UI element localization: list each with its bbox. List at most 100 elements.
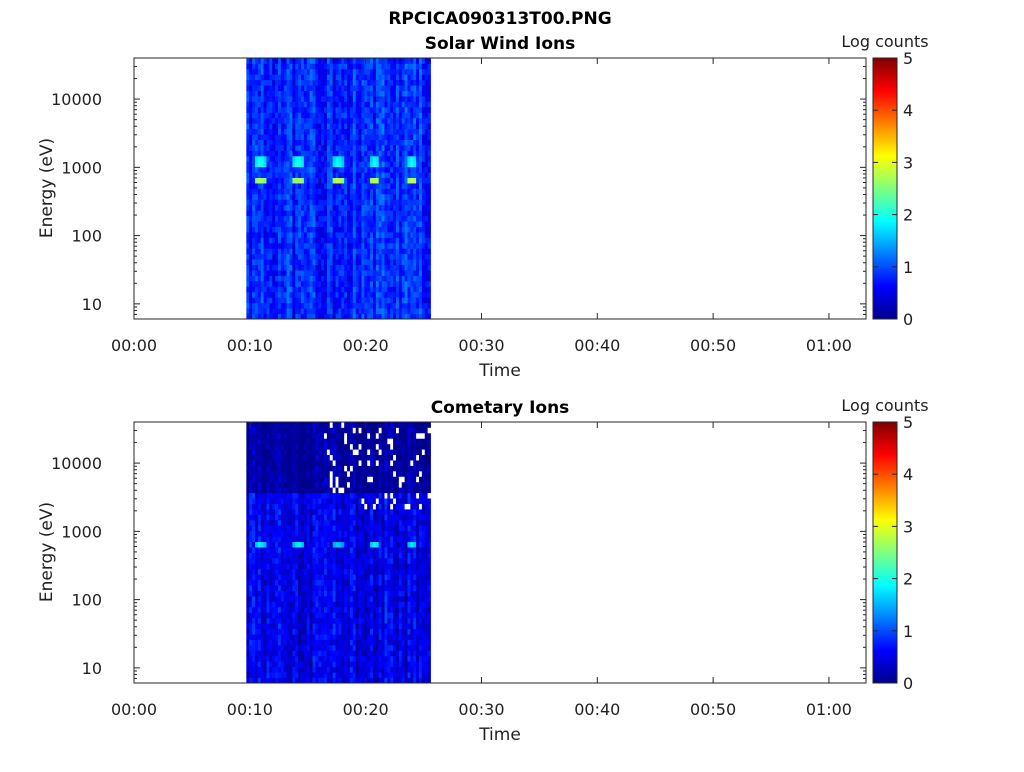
heatmap-cell [361, 248, 364, 254]
heatmap-cell [292, 563, 295, 569]
heatmap-cell [390, 63, 393, 69]
heatmap-cell [258, 265, 261, 271]
heatmap-cell [390, 243, 393, 249]
heatmap-cell [387, 237, 390, 243]
heatmap-cell [356, 150, 359, 156]
heatmap-cell [350, 178, 353, 184]
heatmap-cell [284, 292, 287, 298]
heatmap-cell [269, 254, 272, 260]
heatmap-cell [410, 91, 413, 97]
heatmap-cell [353, 303, 356, 309]
heatmap-cell [266, 232, 269, 238]
heatmap-cell [315, 308, 318, 314]
heatmap-cell [376, 150, 379, 156]
heatmap-cell [307, 640, 310, 646]
heatmap-cell [330, 553, 333, 559]
heatmap-cell [353, 85, 356, 91]
heatmap-cell [298, 656, 301, 662]
heatmap-cell [387, 150, 390, 156]
heatmap-cell [272, 493, 275, 499]
heatmap-cell [304, 194, 307, 200]
heatmap-cell [313, 433, 316, 439]
heatmap-cell [382, 150, 385, 156]
heatmap-cell [341, 482, 344, 488]
heatmap-cell [327, 270, 330, 276]
heatmap-cell [367, 69, 370, 75]
heatmap-cell [370, 102, 373, 108]
heatmap-cell [298, 69, 301, 75]
heatmap-cell [258, 514, 261, 520]
heatmap-cell [290, 629, 293, 635]
heatmap-cell [384, 118, 387, 124]
heatmap-cell [324, 107, 327, 113]
heatmap-cell [264, 667, 267, 673]
heatmap-cell [298, 645, 301, 651]
heatmap-cell [313, 596, 316, 602]
heatmap-cell [281, 248, 284, 254]
heatmap-cell [307, 422, 310, 428]
heatmap-cell [393, 123, 396, 129]
heatmap-cell [295, 183, 298, 189]
heatmap-cell [333, 189, 336, 195]
heatmap-cell [281, 134, 284, 140]
heatmap-cell [373, 297, 376, 303]
heatmap-cell [330, 558, 333, 564]
heatmap-cell [252, 172, 255, 178]
heatmap-cell [410, 118, 413, 124]
heatmap-cell [292, 140, 295, 146]
heatmap-cell [318, 286, 321, 292]
heatmap-cell [318, 455, 321, 461]
heatmap-cell [258, 259, 261, 265]
heatmap-cells [246, 422, 431, 683]
heatmap-cell [327, 656, 330, 662]
heatmap-cell [272, 292, 275, 298]
heatmap-cell [413, 161, 416, 167]
heatmap-cell [327, 205, 330, 211]
heatmap-cell [264, 248, 267, 254]
heatmap-cell [290, 509, 293, 515]
heatmap-cell [290, 438, 293, 444]
heatmap-cell [413, 69, 416, 75]
heatmap-cell [292, 183, 295, 189]
heatmap-cell [266, 498, 269, 504]
heatmap-cell [382, 281, 385, 287]
heatmap-cell [341, 205, 344, 211]
heatmap-cell [281, 232, 284, 238]
heatmap-cell [344, 574, 347, 580]
heatmap-cell [310, 194, 313, 200]
heatmap-cell [419, 221, 422, 227]
heatmap-cell [275, 476, 278, 482]
heatmap-cell [284, 248, 287, 254]
heatmap-cell [353, 227, 356, 233]
heatmap-cell [324, 487, 327, 493]
heatmap-cell [410, 254, 413, 260]
heatmap-cell [327, 466, 330, 472]
heatmap-cell [321, 259, 324, 265]
heatmap-cell [278, 650, 281, 656]
heatmap-cell [272, 645, 275, 651]
heatmap-cell [333, 509, 336, 515]
heatmap-cell [324, 509, 327, 515]
heatmap-cell [284, 455, 287, 461]
heatmap-cell [304, 449, 307, 455]
heatmap-cell [298, 205, 301, 211]
heatmap-cell [330, 259, 333, 265]
heatmap-cell [269, 303, 272, 309]
heatmap-cell [295, 427, 298, 433]
heatmap-cell [410, 69, 413, 75]
heatmap-cell [382, 161, 385, 167]
heatmap-cell [336, 210, 339, 216]
heatmap-cell [246, 514, 249, 520]
heatmap-cell [298, 237, 301, 243]
heatmap-cell [327, 455, 330, 461]
heatmap-cell [284, 243, 287, 249]
heatmap-cell [367, 297, 370, 303]
heatmap-cell [390, 107, 393, 113]
heatmap-cell [252, 504, 255, 510]
heatmap-cell [324, 112, 327, 118]
heatmap-cell [290, 210, 293, 216]
heatmap-cell [255, 607, 258, 613]
heatmap-cell [399, 172, 402, 178]
heatmap-cell [318, 156, 321, 162]
heatmap-cell [269, 438, 272, 444]
